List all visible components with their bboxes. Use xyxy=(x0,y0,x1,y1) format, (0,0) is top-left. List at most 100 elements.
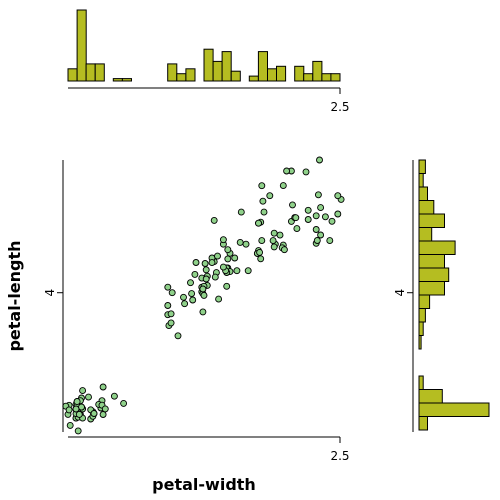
x-tick-label: 2.5 xyxy=(330,449,349,463)
top-histogram-bar xyxy=(203,48,214,82)
scatter-point xyxy=(242,240,250,248)
scatter-point xyxy=(164,283,172,291)
top-histogram-bar xyxy=(267,68,278,82)
scatter-point xyxy=(312,212,320,220)
right-histogram-bar xyxy=(418,402,490,417)
right-histogram-bar xyxy=(418,159,426,174)
right-histogram-bar xyxy=(418,389,443,404)
top-hist-tick-label: 2.5 xyxy=(330,100,349,114)
scatter-point xyxy=(334,192,342,200)
scatter-point xyxy=(259,197,267,205)
top-histogram-bar xyxy=(230,70,241,82)
scatter-point xyxy=(326,237,334,245)
scatter-point xyxy=(74,427,82,435)
top-histogram-bar xyxy=(67,68,78,82)
right-histogram-bar xyxy=(418,267,450,282)
top-histogram-bar xyxy=(212,60,223,82)
top-marginal-histogram: 2.5 xyxy=(67,9,350,114)
scatter-point xyxy=(231,254,239,262)
scatter-point xyxy=(211,273,219,281)
scatter-point xyxy=(304,206,312,214)
top-histogram-bar xyxy=(167,63,178,82)
scatter-point xyxy=(283,167,291,175)
axes: 2.54 xyxy=(43,160,350,463)
scatter-point xyxy=(201,260,209,267)
scatter-point xyxy=(237,208,245,216)
scatter-point xyxy=(244,267,252,275)
scatter-point xyxy=(224,255,232,263)
top-histogram-bar xyxy=(276,65,287,82)
scatter-point xyxy=(101,405,109,413)
right-histogram-bar xyxy=(418,254,445,269)
top-histogram-bar xyxy=(294,65,305,82)
scatter-point xyxy=(279,182,287,190)
scatter-point xyxy=(302,168,310,176)
scatter-point xyxy=(181,300,189,308)
scatter-point xyxy=(110,392,118,400)
scatter-point xyxy=(260,208,268,216)
top-histogram-bar xyxy=(112,78,123,82)
scatter-point xyxy=(258,237,266,245)
right-marginal-histogram: 4 xyxy=(393,159,490,432)
scatter-point xyxy=(66,421,74,429)
scatter-point xyxy=(219,263,227,271)
top-histogram-bar xyxy=(76,9,87,82)
scatter-point xyxy=(233,267,241,275)
right-histogram-bar xyxy=(418,186,428,201)
right-histogram-bar xyxy=(418,227,433,242)
top-histogram-bar xyxy=(321,73,332,82)
scatter-point xyxy=(328,217,336,225)
scatter-point xyxy=(208,259,216,267)
scatter-point xyxy=(258,182,266,190)
scatter-plot-area xyxy=(62,156,345,435)
scatter-point xyxy=(304,216,312,223)
scatter-point xyxy=(180,293,187,301)
scatter-point xyxy=(266,192,274,200)
scatter-point xyxy=(256,248,264,256)
scatter-point xyxy=(187,279,194,287)
right-histogram-bar xyxy=(418,173,424,188)
scatter-point xyxy=(79,387,87,395)
scatter-point xyxy=(257,255,265,263)
scatter-point xyxy=(224,246,232,254)
top-histogram-bar xyxy=(330,73,341,82)
scatter-point xyxy=(317,204,325,212)
scatter-point xyxy=(85,393,92,401)
top-histogram-bar xyxy=(248,75,259,82)
right-histogram-bar xyxy=(418,240,456,255)
scatter-point xyxy=(199,308,207,316)
right-histogram-bar xyxy=(418,416,428,431)
scatter-point xyxy=(313,237,321,244)
right-histogram-bar xyxy=(418,281,445,296)
top-histogram-bar xyxy=(121,78,133,82)
scatter-point xyxy=(219,236,227,244)
scatter-point xyxy=(174,332,182,340)
scatter-point xyxy=(255,219,262,227)
scatter-point xyxy=(214,252,221,260)
scatter-point xyxy=(236,238,244,246)
top-histogram-bar xyxy=(257,51,268,82)
scatter-point xyxy=(168,289,176,297)
right-histogram-bar xyxy=(418,213,445,228)
right-histogram-bar xyxy=(418,200,435,215)
scatter-point xyxy=(72,405,80,413)
scatter-point xyxy=(65,406,73,414)
scatter-point xyxy=(99,411,107,418)
scatter-point xyxy=(293,225,301,233)
scatter-point xyxy=(167,319,175,327)
scatter-point xyxy=(202,266,210,274)
right-histogram-bar xyxy=(418,294,431,309)
scatter-point xyxy=(188,290,196,298)
right-histogram-bar xyxy=(418,335,422,350)
scatter-point xyxy=(210,216,218,224)
scatter-point xyxy=(270,243,278,251)
scatter-point xyxy=(191,270,199,278)
scatter-point xyxy=(321,213,329,221)
scatter-point xyxy=(292,214,300,222)
scatter-point xyxy=(164,302,172,309)
scatter-point xyxy=(289,201,296,209)
top-histogram-bar xyxy=(303,73,314,82)
scatter-point xyxy=(269,237,277,245)
right-hist-tick-label: 4 xyxy=(393,289,407,297)
